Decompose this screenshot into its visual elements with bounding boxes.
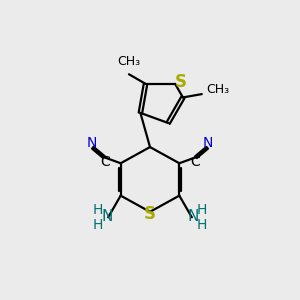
Text: H: H (93, 203, 103, 217)
Text: CH₃: CH₃ (206, 83, 229, 96)
Text: N: N (87, 136, 98, 150)
Text: N: N (101, 209, 112, 224)
Text: S: S (144, 205, 156, 223)
Text: N: N (202, 136, 213, 150)
Text: H: H (93, 218, 103, 232)
Text: CH₃: CH₃ (117, 56, 140, 68)
Text: S: S (174, 74, 186, 92)
Text: H: H (197, 218, 207, 232)
Text: H: H (197, 203, 207, 217)
Text: C: C (190, 155, 200, 169)
Text: C: C (100, 155, 110, 169)
Text: N: N (188, 209, 199, 224)
